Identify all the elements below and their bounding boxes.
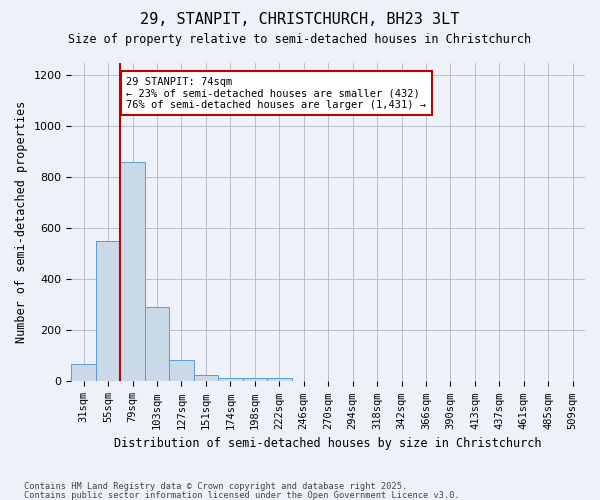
Bar bbox=[242, 378, 267, 382]
Text: Contains public sector information licensed under the Open Government Licence v3: Contains public sector information licen… bbox=[24, 490, 460, 500]
Bar bbox=[218, 378, 242, 382]
Y-axis label: Number of semi-detached properties: Number of semi-detached properties bbox=[15, 101, 28, 343]
Text: 29 STANPIT: 74sqm
← 23% of semi-detached houses are smaller (432)
76% of semi-de: 29 STANPIT: 74sqm ← 23% of semi-detached… bbox=[127, 76, 427, 110]
Text: 29, STANPIT, CHRISTCHURCH, BH23 3LT: 29, STANPIT, CHRISTCHURCH, BH23 3LT bbox=[140, 12, 460, 28]
Bar bbox=[145, 308, 169, 382]
Bar bbox=[71, 364, 96, 382]
Bar bbox=[194, 374, 218, 382]
Bar bbox=[267, 378, 292, 382]
Text: Size of property relative to semi-detached houses in Christchurch: Size of property relative to semi-detach… bbox=[68, 32, 532, 46]
X-axis label: Distribution of semi-detached houses by size in Christchurch: Distribution of semi-detached houses by … bbox=[115, 437, 542, 450]
Bar bbox=[96, 241, 121, 382]
Text: Contains HM Land Registry data © Crown copyright and database right 2025.: Contains HM Land Registry data © Crown c… bbox=[24, 482, 407, 491]
Bar bbox=[121, 162, 145, 382]
Bar bbox=[169, 360, 194, 382]
